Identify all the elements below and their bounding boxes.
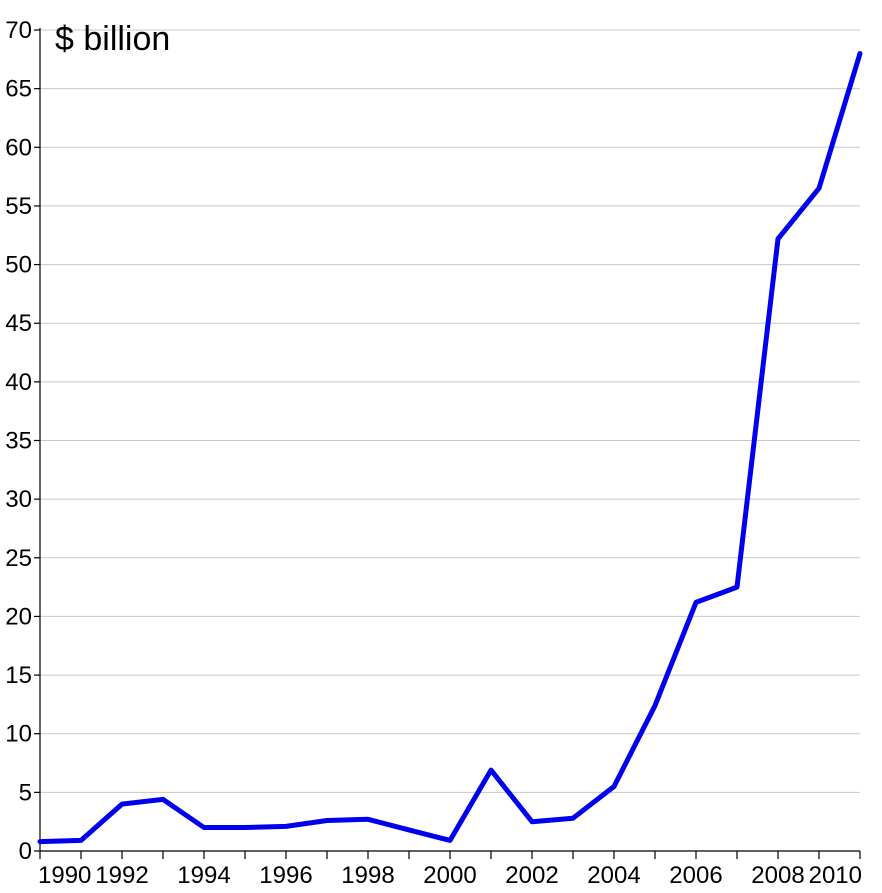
x-tick-label-1990: 1990 [38, 862, 91, 889]
data-point-1997 [324, 818, 330, 823]
y-tick-label-5: 5 [19, 779, 32, 806]
data-point-2008 [775, 236, 781, 241]
x-tick-label-1994: 1994 [177, 862, 230, 889]
series-layer [37, 51, 863, 845]
data-point-1998 [365, 817, 371, 822]
unit-label: $ billion [55, 20, 170, 58]
x-tick-label-2002: 2002 [505, 862, 558, 889]
x-tick-label-1992: 1992 [95, 862, 148, 889]
y-tick-label-0: 0 [19, 838, 32, 865]
data-point-2010 [857, 51, 863, 56]
x-tick-label-1996: 1996 [259, 862, 312, 889]
y-tick-label-55: 55 [5, 193, 32, 220]
data-point-2007 [734, 584, 740, 590]
series-line-0 [37, 51, 863, 845]
y-tick-label-35: 35 [5, 428, 32, 455]
x-tick-label-1998: 1998 [341, 862, 394, 889]
axes [34, 28, 861, 859]
y-tick-label-60: 60 [5, 134, 32, 161]
data-point-1993 [160, 797, 166, 802]
x-tick-label-2006: 2006 [669, 862, 722, 889]
y-tick-label-15: 15 [5, 662, 32, 689]
x-tick-label-2008: 2008 [751, 862, 804, 889]
y-tick-label-65: 65 [5, 76, 32, 103]
tick-labels: 0 5 10 15 20 25 30 35 40 45 50 55 60 65 70 1990 1992 1994… [5, 17, 862, 889]
data-point-1991 [78, 838, 84, 843]
data-point-2002 [529, 819, 535, 824]
data-point-2005 [652, 703, 658, 708]
grid-lines [40, 29, 860, 793]
data-point-2000 [447, 838, 453, 843]
y-tick-label-40: 40 [5, 369, 32, 396]
data-point-1999 [406, 827, 412, 833]
y-tick-label-70: 70 [5, 17, 32, 44]
y-tick-label-20: 20 [5, 603, 32, 630]
data-point-1990 [37, 839, 43, 844]
y-tick-label-25: 25 [5, 545, 32, 572]
data-point-2006 [693, 600, 699, 605]
y-tick-label-30: 30 [5, 486, 32, 513]
data-point-2003 [570, 815, 576, 821]
data-point-1995 [242, 825, 248, 830]
data-point-1994 [201, 825, 207, 830]
x-tick-label-2004: 2004 [587, 862, 640, 889]
data-point-2001 [488, 767, 494, 773]
data-point-1992 [119, 801, 125, 807]
x-tick-label-2000: 2000 [423, 862, 476, 889]
x-tick-label-2010: 2010 [809, 862, 862, 889]
data-point-2009 [816, 186, 822, 191]
data-point-2004 [611, 784, 617, 789]
y-tick-label-50: 50 [5, 252, 32, 279]
y-tick-label-45: 45 [5, 310, 32, 337]
y-tick-label-10: 10 [5, 721, 32, 748]
data-point-1996 [283, 824, 289, 829]
